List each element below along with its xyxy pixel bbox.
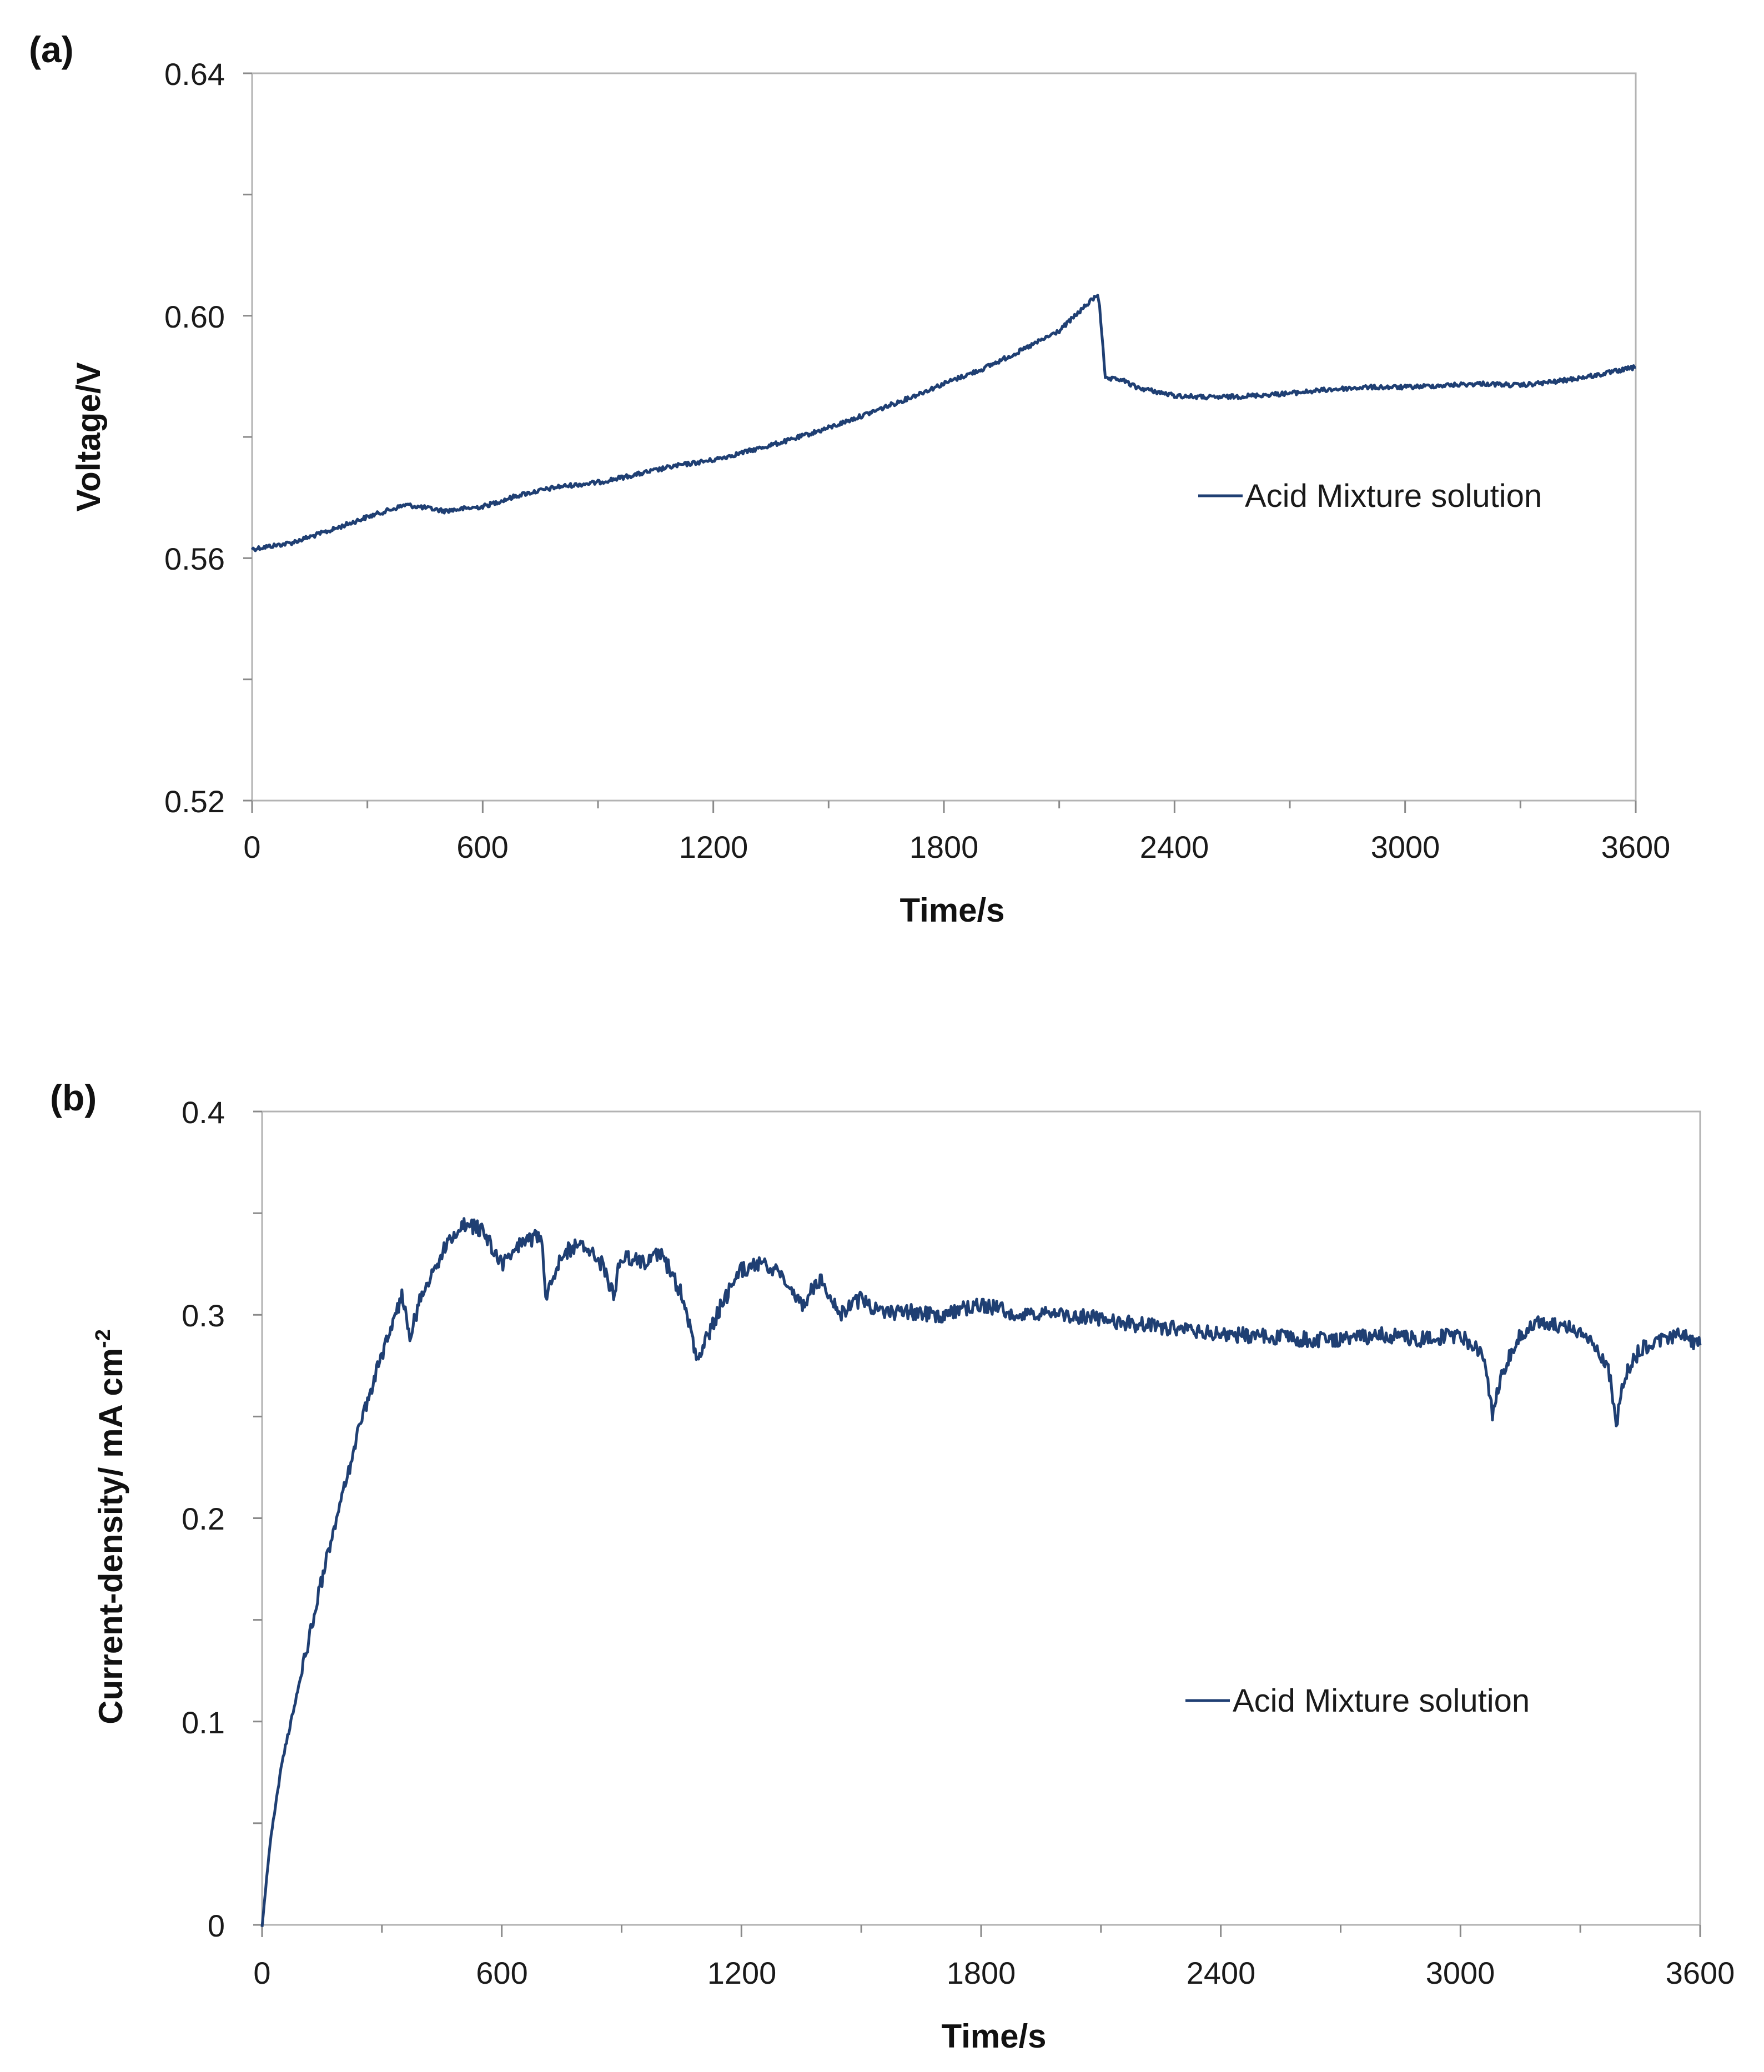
x-tick-label-3000-b: 3000 (1426, 1955, 1495, 1990)
panel-label-b: (b) (50, 1077, 97, 1118)
x-tick-label-0: 0 (243, 829, 260, 864)
legend-label-a: Acid Mixture solution (1245, 478, 1542, 514)
x-tick-label-1800: 1800 (909, 829, 979, 864)
x-tick-label-3600-b: 3600 (1666, 1955, 1735, 1990)
series-line-acid-mixture-b (260, 1217, 1702, 1927)
y-axis-title-b: Current-density/ mA cm-2 (92, 1329, 129, 1724)
y-tick-label-0.2: 0.2 (182, 1501, 225, 1536)
x-tick-label-600: 600 (456, 829, 508, 864)
chart-a: (a) 0.64 0.60 0.56 0.52 0 600 1200 1800 … (29, 29, 1670, 929)
x-axis-title-b: Time/s (942, 2018, 1047, 2055)
y-tick-label-0.4: 0.4 (182, 1095, 225, 1130)
y-axis-title-a: Voltage/V (70, 363, 107, 512)
x-tick-label-3000: 3000 (1371, 829, 1440, 864)
y-tick-label-0.52: 0.52 (164, 784, 225, 819)
x-tick-label-1200: 1200 (679, 829, 748, 864)
y-tick-label-0.60: 0.60 (164, 299, 225, 334)
y-tick-label-0.1: 0.1 (182, 1705, 225, 1740)
y-axis-title-b-main: Current-density/ mA cm (92, 1348, 129, 1724)
y-axis-title-b-superscript: -2 (92, 1329, 115, 1348)
y-tick-label-0: 0 (208, 1908, 225, 1943)
x-tick-label-3600: 3600 (1601, 829, 1671, 864)
chart-b: (b) 0.4 0.3 0.2 0.1 0 0 600 1200 1800 24… (50, 1077, 1735, 2055)
x-axis-title-a: Time/s (900, 892, 1005, 929)
tick-marks-b (253, 1110, 1701, 1937)
x-tick-label-2400-b: 2400 (1187, 1955, 1256, 1990)
panel-label-a: (a) (29, 29, 74, 70)
legend-label-b: Acid Mixture solution (1233, 1683, 1530, 1719)
tick-marks-a (243, 72, 1637, 813)
y-tick-label-0.64: 0.64 (164, 57, 225, 92)
x-tick-label-600-b: 600 (476, 1955, 527, 1990)
x-tick-label-0-b: 0 (253, 1955, 270, 1990)
y-tick-label-0.3: 0.3 (182, 1298, 225, 1333)
series-line-acid-mixture-a (250, 294, 1636, 552)
x-tick-label-1200-b: 1200 (707, 1955, 777, 1990)
x-tick-label-2400: 2400 (1140, 829, 1209, 864)
x-tick-label-1800-b: 1800 (947, 1955, 1016, 1990)
y-tick-label-0.56: 0.56 (164, 541, 225, 576)
